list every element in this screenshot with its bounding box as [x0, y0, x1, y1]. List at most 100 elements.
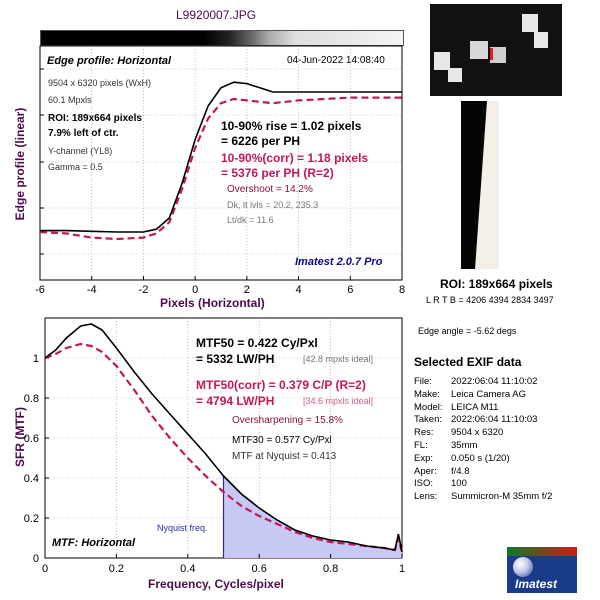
- mtf50-corr-ideal: [34.6 mpxls ideal]: [303, 396, 374, 406]
- exif-key: Taken:: [414, 414, 442, 426]
- exif-key: File:: [414, 376, 432, 387]
- exif-row: ISO: 100: [414, 479, 467, 489]
- mtf-xlabel: Frequency, Cycles/pixel: [148, 577, 284, 591]
- exif-value: 9504 x 6320: [451, 427, 504, 439]
- edge-ltdk: Lt/dk = 11.6: [227, 215, 274, 225]
- exif-value: f/4.8: [451, 465, 470, 477]
- edge-header: Edge profile: Horizontal: [47, 55, 172, 67]
- edge-tick-label: -6: [35, 284, 45, 296]
- mtf-tick-label-x: 0.4: [180, 563, 195, 575]
- edge-ylabel: Edge profile (linear): [13, 107, 27, 221]
- edge-overshoot: Overshoot = 14.2%: [227, 184, 313, 195]
- exif-row: Make: Leica Camera AG: [414, 390, 526, 400]
- edge-timestamp: 04-Jun-2022 14:08:40: [287, 55, 385, 66]
- exif-value: 100: [451, 478, 467, 490]
- exif-row: File: 2022:06:04 11:10:02: [414, 377, 537, 387]
- exif-row: Exp: 0.050 s (1/20): [414, 454, 510, 464]
- mtf-tick-label-x: 0.6: [252, 563, 267, 575]
- thumbnail-target-square: [470, 41, 488, 59]
- roi-crop-image: [461, 101, 499, 269]
- mtf-tick-label-y: 0.2: [24, 513, 39, 525]
- edge-tick-label: 0: [192, 284, 198, 296]
- exif-key: Res:: [414, 427, 434, 439]
- mtf-tick-label-y: 0.6: [24, 433, 39, 445]
- mtf50-ideal: [42.8 mpxls ideal]: [303, 354, 374, 364]
- thumbnail-target-square: [522, 14, 538, 32]
- thumbnail-target-square: [434, 52, 450, 70]
- oversharpening: Oversharpening = 15.8%: [232, 415, 343, 426]
- edge-gamma: Gamma = 0.5: [48, 162, 103, 172]
- mtf50-lwph: = 5332 LW/PH: [196, 352, 275, 366]
- exif-title: Selected EXIF data: [414, 355, 522, 369]
- roi-lrtb: L R T B = 4206 4394 2834 3497: [426, 295, 554, 305]
- edge-channel: Y-channel (YL8): [48, 146, 113, 156]
- mtf50-corr-lwph: = 4794 LW/PH: [196, 394, 275, 408]
- exif-value: Leica Camera AG: [451, 388, 526, 400]
- mtf-tick-label-y: 0.4: [24, 473, 39, 485]
- thumbnail-roi-marker: [490, 48, 493, 60]
- exif-row: Res: 9504 x 6320: [414, 428, 503, 438]
- edge-rise-corr: 10-90%(corr) = 1.18 pixels: [221, 151, 369, 165]
- exif-row: FL: 35mm: [414, 441, 477, 451]
- exif-key: Aper:: [414, 465, 437, 477]
- edge-angle: Edge angle = -5.62 degs: [418, 326, 517, 336]
- chart-thumbnail: [430, 4, 562, 96]
- edge-tick-label: 6: [347, 284, 353, 296]
- edge-tick-label: 8: [399, 284, 405, 296]
- exif-row: Aper: f/4.8: [414, 465, 470, 477]
- mtf-tick-label-y: 0: [33, 553, 39, 565]
- mtf50-corr: MTF50(corr) = 0.379 C/P (R=2): [196, 378, 366, 392]
- thumbnail-target-square: [534, 32, 548, 48]
- imatest-logo: Imatest: [507, 547, 577, 593]
- mtf-tick-label-x: 0: [42, 563, 48, 575]
- edge-levels: Dk, lt lvls = 20.2, 235.3: [227, 200, 319, 210]
- exif-row: Lens: Summicron-M 35mm f/2: [414, 492, 552, 502]
- exif-key: Model:: [414, 401, 443, 413]
- edge-xlabel: Pixels (Horizontal): [160, 296, 265, 310]
- exif-value: Summicron-M 35mm f/2: [451, 491, 553, 503]
- mtf-tick-label-y: 1: [33, 353, 39, 365]
- exif-value: 35mm: [451, 440, 478, 451]
- mtf-series-measured: [44, 323, 403, 553]
- exif-key: ISO:: [414, 478, 434, 490]
- thumbnail-target-square: [490, 47, 506, 63]
- mtf-nyquist: MTF at Nyquist = 0.413: [232, 451, 337, 462]
- mtf-tick-label-y: 0.8: [24, 393, 39, 405]
- edge-plot-frame: [39, 45, 403, 281]
- exif-key: Exp:: [414, 452, 434, 464]
- mtf-ylabel: SFR (MTF): [13, 407, 27, 467]
- mtf-tick-label-x: 0.2: [109, 563, 124, 575]
- edge-roi: ROI: 189x664 pixels: [48, 113, 142, 124]
- logo-text: Imatest: [515, 577, 558, 591]
- nyquist-label: Nyquist freq.: [157, 523, 208, 533]
- exif-value: 0.050 s (1/20): [451, 452, 510, 464]
- mtf50: MTF50 = 0.422 Cy/Pxl: [196, 336, 318, 350]
- exif-row: Taken: 2022:06:04 11:10:03: [414, 415, 537, 425]
- imatest-version: Imatest 2.0.7 Pro: [295, 256, 383, 268]
- page-title: L9920007.JPG: [176, 8, 257, 22]
- mtf-tick-label-x: 1: [399, 563, 405, 575]
- edge-info-pixels: 9504 x 6320 pixels (WxH): [48, 78, 152, 88]
- logo-sphere: [513, 557, 533, 577]
- edge-rise-ph: = 6226 per PH: [221, 134, 301, 148]
- edge-tick-label: 2: [244, 284, 250, 296]
- edge-tick-label: 4: [296, 284, 302, 296]
- mtf-header: MTF: Horizontal: [52, 537, 136, 549]
- exif-value: 2022:06:04 11:10:03: [451, 414, 538, 426]
- edge-tick-label: -2: [139, 284, 149, 296]
- exif-key: Make:: [414, 388, 440, 400]
- exif-value: 2022:06:04 11:10:02: [451, 376, 538, 387]
- edge-tick-label: -4: [87, 284, 97, 296]
- edge-roi-offset: 7.9% left of ctr.: [48, 128, 119, 139]
- roi-title: ROI: 189x664 pixels: [440, 277, 553, 291]
- edge-info-mpxls: 60.1 Mpxls: [48, 95, 92, 105]
- edge-rise: 10-90% rise = 1.02 pixels: [221, 119, 362, 133]
- exif-key: Lens:: [414, 491, 438, 503]
- mtf-tick-label-x: 0.8: [323, 563, 338, 575]
- exif-row: Model: LEICA M11: [414, 401, 498, 413]
- edge-series-corrected: [39, 96, 402, 241]
- exif-key: FL:: [414, 440, 428, 451]
- edge-series-measured: [40, 81, 402, 233]
- edge-rise-corr-ph: = 5376 per PH (R=2): [221, 166, 334, 180]
